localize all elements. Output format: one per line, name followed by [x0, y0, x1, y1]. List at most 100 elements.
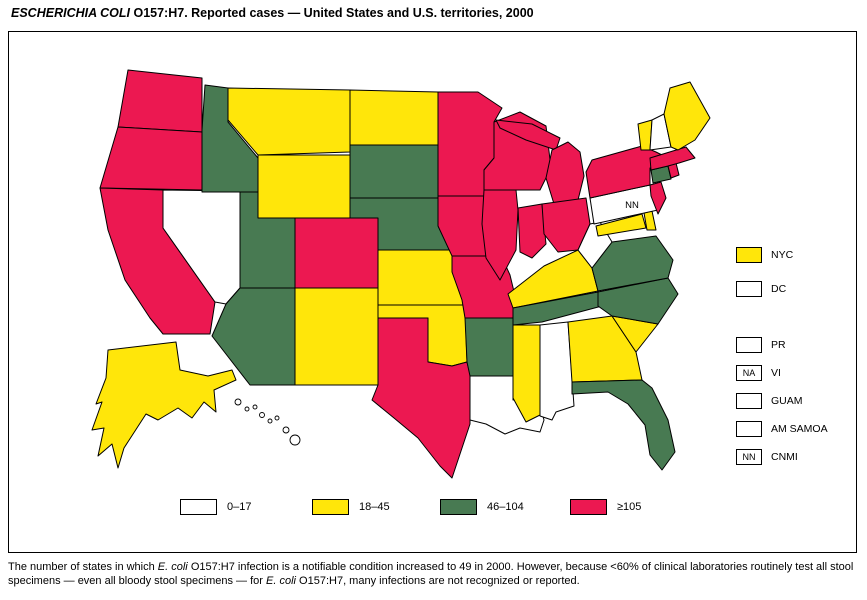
title-organism: ESCHERICHIA COLI [11, 6, 130, 20]
state-ar: Arkansas [464, 317, 517, 377]
territory-row-vi: NA VI [736, 364, 781, 381]
island-shape-hi [289, 434, 301, 446]
state-shape-il [481, 189, 519, 281]
state-shape-md [595, 213, 647, 237]
state-ga: Georgia [567, 315, 643, 383]
island-shape-hi [282, 426, 290, 434]
state-tx: Texas [371, 317, 471, 479]
state-shape-tn [512, 291, 603, 326]
state-shape-nd [349, 89, 439, 146]
territory-label-nyc: NYC [771, 248, 794, 261]
state-ma: Massachusetts [649, 146, 696, 171]
state-ms: Mississippi [512, 324, 541, 423]
territory-row-nyc: NYC [736, 246, 793, 263]
state-shape-ma [649, 146, 696, 171]
territory-label-pr: PR [771, 338, 786, 351]
state-mt: Montana [227, 87, 351, 156]
state-shape-sd [349, 144, 439, 199]
state-shape-ms [512, 324, 541, 423]
state-nm: New Mexico [294, 287, 379, 386]
state-note-pa: NN [625, 200, 639, 211]
territory-swatch-am-samoa [736, 420, 762, 437]
state-wy: Wyoming [257, 154, 351, 219]
territory-label-guam: GUAM [771, 394, 803, 407]
state-shape-fl [571, 379, 676, 471]
island-shape-hi [259, 412, 265, 418]
state-shape-ga [567, 315, 643, 383]
territory-swatch-pr [736, 336, 762, 353]
territory-row-am-samoa: AM SAMOA [736, 420, 828, 437]
territory-label-am-samoa: AM SAMOA [771, 422, 828, 435]
state-nj: New Jersey [649, 181, 667, 215]
island-shape-hi [274, 415, 280, 421]
island-shape-hi [234, 398, 242, 406]
territory-legend: NYC DC PR NA VI GUAM AM SAMOA NN CNMI [736, 246, 854, 471]
territory-swatch-dc [736, 280, 762, 297]
state-hi: Hawaii [234, 398, 301, 446]
legend-swatch-3 [570, 499, 607, 515]
state-shape-nm [294, 287, 379, 386]
state-shape-mi [545, 141, 585, 205]
state-mi: Michigan [495, 119, 585, 205]
state-sd: South Dakota [349, 144, 439, 199]
legend-label-0: 0–17 [227, 501, 252, 513]
legend-swatch-0 [180, 499, 217, 515]
legend-swatch-1 [312, 499, 349, 515]
state-or: Oregon [99, 126, 203, 191]
footnote: The number of states in which E. coli O1… [8, 560, 859, 588]
state-me: Maine [663, 81, 711, 151]
legend-item-1: 18–45 [312, 499, 390, 515]
legend-label-3: ≥105 [617, 501, 642, 513]
state-nd: North Dakota [349, 89, 439, 146]
legend-item-0: 0–17 [180, 499, 251, 515]
state-shape-in [517, 203, 547, 259]
footnote-italic-segment: E. coli [157, 561, 188, 573]
territory-swatch-nyc [736, 246, 762, 263]
category-legend: 0–17 18–45 46–104 ≥105 [180, 499, 810, 519]
state-fl: Florida [571, 379, 676, 471]
legend-swatch-2 [440, 499, 477, 515]
state-tn: Tennessee [512, 291, 603, 326]
territory-swatch-guam [736, 392, 762, 409]
state-shape-or [99, 126, 203, 191]
legend-label-1: 18–45 [359, 501, 390, 513]
title-rest: O157:H7. Reported cases — United States … [130, 6, 534, 20]
state-co: Colorado [294, 217, 379, 289]
footnote-segment: The number of states in which [8, 561, 158, 573]
state-shape-ak [91, 341, 237, 469]
territory-swatch-vi: NA [736, 364, 762, 381]
island-shape-hi [252, 404, 258, 410]
territory-swatch-cnmi: NN [736, 448, 762, 465]
legend-item-3: ≥105 [570, 499, 641, 515]
state-shape-me [663, 81, 711, 151]
state-shape-nj [649, 181, 667, 215]
state-shape-wa [117, 69, 203, 133]
state-shape-co [294, 217, 379, 289]
territory-label-dc: DC [771, 282, 787, 295]
state-in: Indiana [517, 203, 547, 259]
state-wa: Washington [117, 69, 203, 133]
state-il: Illinois [481, 189, 519, 281]
island-shape-hi [244, 406, 250, 412]
state-shape-mt [227, 87, 351, 156]
legend-item-2: 46–104 [440, 499, 524, 515]
page-title: ESCHERICHIA COLI O157:H7. Reported cases… [11, 6, 534, 20]
state-md: Maryland [595, 213, 647, 237]
territory-row-pr: PR [736, 336, 786, 353]
island-shape-hi [267, 418, 273, 424]
territory-row-cnmi: NN CNMI [736, 448, 798, 465]
territory-row-guam: GUAM [736, 392, 803, 409]
footnote-italic-segment: E. coli [266, 575, 296, 587]
territory-label-cnmi: CNMI [771, 450, 798, 463]
state-shape-ar [464, 317, 517, 377]
state-shape-wy [257, 154, 351, 219]
legend-label-2: 46–104 [487, 501, 524, 513]
footnote-segment: O157:H7 infection is a notifiable condit… [8, 561, 854, 587]
footnote-segment: O157:H7, many infections are not recogni… [295, 575, 580, 587]
territory-row-dc: DC [736, 280, 786, 297]
territory-label-vi: VI [771, 366, 781, 379]
state-shape-tx [371, 317, 471, 479]
state-ak: Alaska [91, 341, 237, 469]
